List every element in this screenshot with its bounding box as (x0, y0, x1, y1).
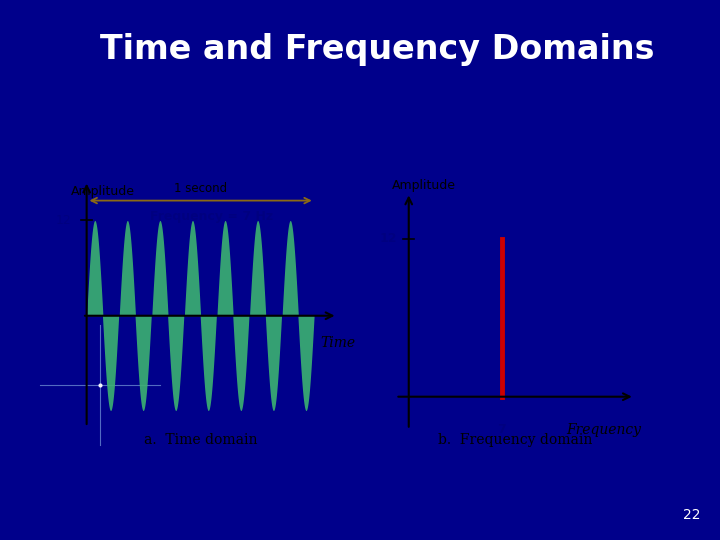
Text: Time: Time (320, 335, 355, 349)
Text: a.  Time domain: a. Time domain (144, 433, 257, 447)
Text: 22: 22 (683, 508, 700, 522)
Text: 7: 7 (498, 423, 506, 436)
Text: 12: 12 (56, 214, 72, 227)
Text: Amplitude: Amplitude (392, 179, 456, 192)
Text: 12: 12 (379, 232, 397, 245)
Text: Amplitude: Amplitude (71, 185, 135, 198)
Text: Time and Frequency Domains: Time and Frequency Domains (100, 33, 654, 66)
Text: b.  Frequency domain: b. Frequency domain (438, 433, 593, 447)
Text: Frequency: Frequency (567, 423, 642, 437)
Text: 1 second: 1 second (174, 182, 228, 195)
Text: Frequency = 7 Hz: Frequency = 7 Hz (150, 210, 274, 223)
